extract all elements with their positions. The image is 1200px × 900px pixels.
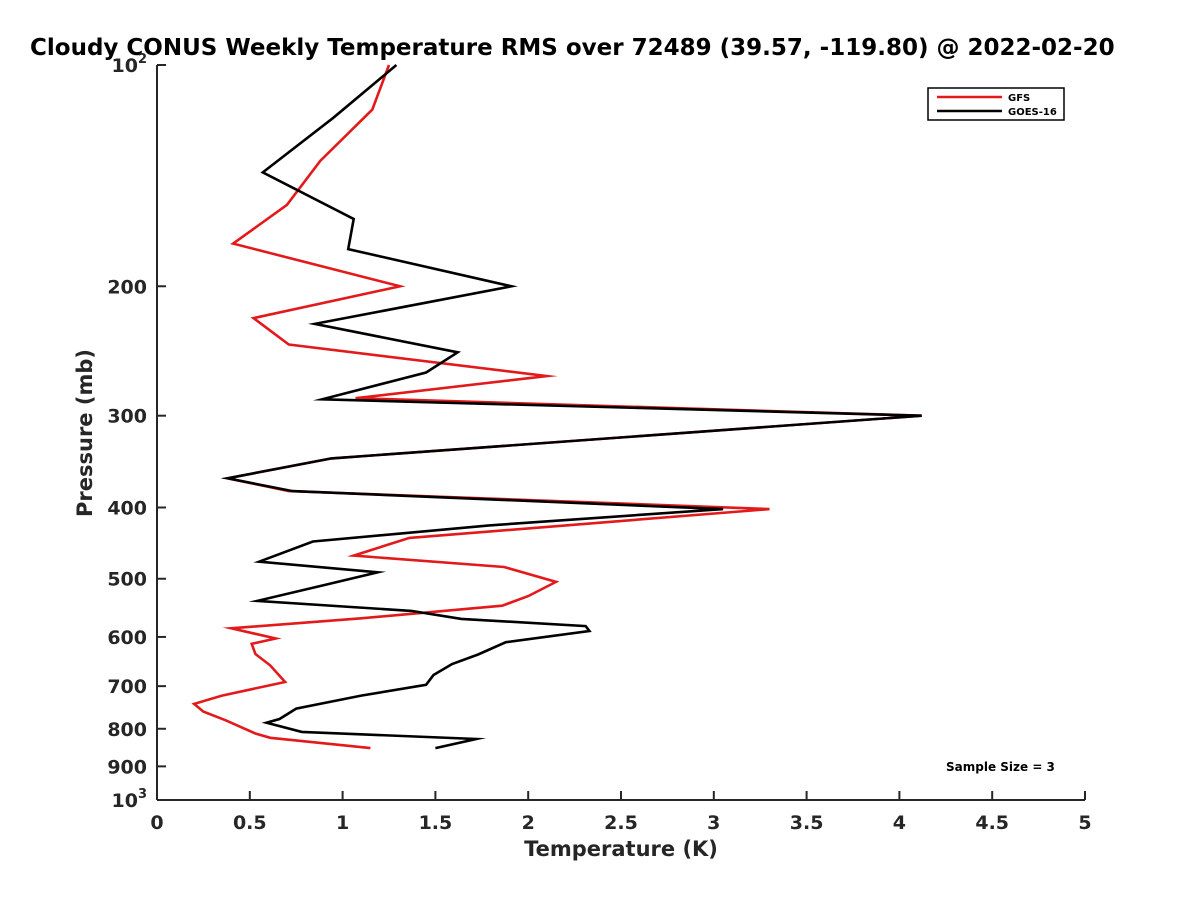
x-tick-label: 2.5 [604, 812, 638, 834]
y-tick-label-power: 103 [112, 787, 148, 812]
y-tick-exponent: 2 [138, 52, 147, 67]
series-line-gfs [191, 64, 922, 750]
x-tick-label: 3 [707, 812, 720, 834]
x-tick-label: 2 [522, 812, 535, 834]
x-tick-label: 3.5 [790, 812, 824, 834]
x-tick-label: 1 [336, 812, 349, 834]
y-tick-base: 10 [112, 55, 138, 77]
legend-label-goes-16: GOES-16 [1008, 107, 1057, 118]
x-tick-label: 4.5 [975, 812, 1009, 834]
x-tick-label: 5 [1078, 812, 1091, 834]
chart-title: Cloudy CONUS Weekly Temperature RMS over… [30, 35, 1115, 61]
y-tick-label: 800 [107, 719, 147, 741]
x-tick-label: 0.5 [233, 812, 267, 834]
y-tick-label: 900 [107, 756, 147, 778]
x-tick-label: 0 [150, 812, 163, 834]
x-axis-title: Temperature (K) [524, 837, 718, 861]
y-tick-base: 10 [112, 790, 138, 812]
y-tick-exponent: 3 [138, 787, 147, 802]
sample-size-annotation: Sample Size = 3 [946, 760, 1055, 774]
x-axis-ticks: 0 0.5 1 1.5 2 2.5 3 3.5 4 4.5 5 [150, 791, 1092, 834]
y-tick-label: 700 [107, 676, 147, 698]
y-axis-title: Pressure (mb) [73, 349, 97, 517]
x-tick-label: 1.5 [419, 812, 453, 834]
y-tick-label-power: 102 [112, 52, 148, 77]
y-tick-label: 500 [107, 569, 147, 591]
legend: GFS GOES-16 [927, 87, 1065, 121]
y-tick-label: 200 [107, 276, 147, 298]
y-tick-label: 400 [107, 498, 147, 520]
y-tick-label: 600 [107, 627, 147, 649]
legend-label-gfs: GFS [1008, 93, 1030, 104]
legend-box [927, 87, 1065, 121]
y-tick-label: 300 [107, 406, 147, 428]
series-lines [191, 64, 922, 750]
x-tick-label: 4 [893, 812, 906, 834]
series-line-goes-16 [220, 64, 922, 750]
